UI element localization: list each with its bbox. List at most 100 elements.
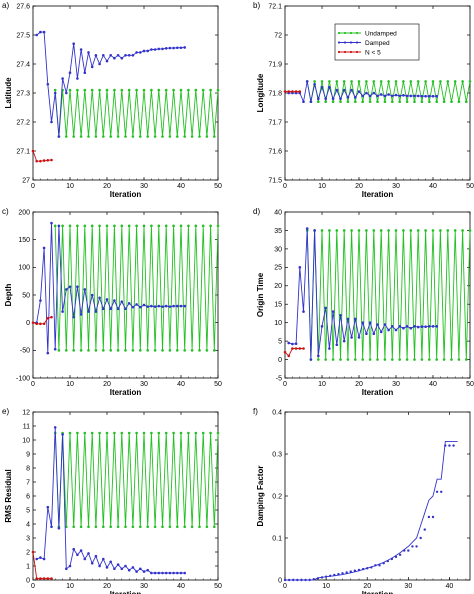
data-point: [94, 554, 98, 558]
data-point: [190, 349, 194, 352]
data-point: [283, 578, 287, 582]
data-point: [309, 100, 313, 103]
data-point: [124, 54, 127, 57]
y-tick-label: 15: [274, 302, 282, 309]
data-point: [428, 100, 431, 103]
panel-label: d): [253, 207, 260, 216]
data-point: [142, 303, 146, 307]
series-damping: [285, 440, 458, 581]
data-point: [142, 88, 146, 92]
data-point: [354, 96, 357, 99]
data-point: [176, 349, 179, 352]
data-point: [139, 51, 142, 54]
data-point: [116, 54, 120, 57]
data-point: [413, 325, 416, 328]
data-point: [415, 545, 418, 548]
data-point: [35, 577, 38, 580]
data-point: [390, 557, 394, 561]
data-point: [90, 431, 94, 435]
data-point: [90, 65, 94, 69]
x-tick-label: 50: [466, 381, 474, 388]
data-point: [198, 135, 201, 138]
data-point: [157, 88, 161, 92]
x-tick-label: 20: [355, 183, 363, 190]
legend-marker: [355, 50, 359, 54]
y-tick-label: 72: [274, 32, 282, 39]
data-point: [407, 549, 410, 552]
data-point: [419, 536, 422, 540]
series-undamped: [305, 229, 472, 361]
x-tick-label: 10: [66, 583, 74, 590]
chart-panel-6: 0 10 20 30 40 0 0.1 0.2 0.3 0.4 Iteration Damping F…: [253, 407, 471, 594]
data-point: [398, 100, 402, 103]
y-tick-label: 72.1: [268, 3, 282, 10]
data-point: [39, 299, 42, 302]
data-point: [357, 336, 361, 339]
data-point: [302, 100, 305, 103]
x-tick-label: 40: [177, 183, 185, 190]
data-point: [435, 100, 439, 103]
data-point: [146, 135, 149, 138]
legend-marker: [343, 50, 347, 54]
data-point: [39, 577, 42, 580]
data-point: [324, 358, 328, 361]
data-point: [87, 349, 90, 352]
data-point: [324, 100, 328, 103]
data-point: [146, 49, 149, 53]
data-point: [354, 358, 357, 361]
data-point: [403, 549, 406, 552]
data-point: [345, 571, 348, 574]
data-point: [72, 42, 75, 45]
data-point: [68, 224, 72, 228]
data-point: [46, 158, 50, 162]
data-point: [39, 556, 42, 559]
series-damped: [287, 80, 439, 104]
data-point: [194, 88, 198, 92]
data-point: [379, 80, 383, 83]
data-point: [324, 306, 328, 310]
data-point: [291, 90, 294, 93]
plot-frame: [284, 211, 471, 379]
y-tick-label: 71.6: [268, 148, 282, 155]
y-tick-label: 11: [23, 423, 30, 430]
data-point: [368, 321, 372, 324]
x-tick-label: 0: [283, 583, 287, 590]
data-point: [157, 304, 161, 308]
x-tick-label: 30: [140, 381, 148, 388]
data-point: [79, 48, 83, 51]
data-point: [391, 100, 394, 103]
data-point: [161, 571, 164, 575]
data-point: [302, 310, 305, 313]
data-point: [190, 135, 194, 138]
plot-frame: [32, 5, 219, 181]
y-tick-label: -5: [276, 375, 282, 382]
y-tick-label: 40: [274, 209, 282, 216]
plot-frame: [32, 411, 219, 581]
data-point: [365, 332, 368, 336]
series-line: [288, 81, 437, 104]
data-point: [442, 358, 446, 361]
y-tick-label: 27.2: [16, 119, 30, 126]
data-point: [135, 431, 138, 435]
series-damped: [35, 221, 186, 355]
data-point: [157, 431, 161, 435]
data-point: [98, 62, 101, 66]
data-point: [113, 567, 116, 571]
data-point: [298, 90, 302, 93]
x-tick-label: 50: [214, 381, 222, 388]
data-point: [168, 525, 172, 529]
data-point: [109, 525, 112, 529]
data-point: [105, 431, 109, 435]
data-point: [287, 578, 291, 582]
data-point: [424, 229, 427, 232]
x-tick-label: 20: [355, 381, 363, 388]
x-tick-label: 20: [103, 381, 111, 388]
data-point: [366, 567, 369, 570]
data-point: [405, 358, 409, 361]
data-point: [120, 567, 124, 571]
data-point: [153, 305, 157, 308]
data-point: [428, 94, 431, 98]
data-point: [94, 54, 98, 57]
data-point: [42, 322, 46, 326]
data-point: [57, 526, 61, 530]
